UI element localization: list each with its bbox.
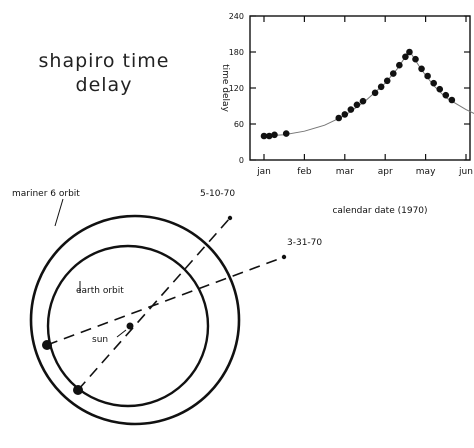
model-curve [263, 49, 474, 137]
y-axis-ticks: 0 60 120 180 240 [229, 12, 470, 165]
data-point [260, 132, 268, 140]
x-tick-label: jun [458, 167, 473, 177]
data-point [359, 97, 367, 105]
data-point [424, 72, 431, 80]
date-label-5-10-70: 5-10-70 [200, 189, 235, 199]
data-point [418, 65, 425, 73]
data-point [341, 111, 349, 118]
sightline-3-31-70 [46, 256, 285, 346]
data-point [448, 96, 456, 104]
data-point [347, 106, 355, 113]
data-point [265, 132, 273, 140]
mariner-position-5-10-70 [227, 215, 233, 221]
data-point [353, 101, 361, 109]
date-label-3-31-70: 3-31-70 [287, 238, 322, 248]
mariner-orbit-circle [29, 214, 241, 426]
data-point [396, 61, 403, 69]
x-tick-label: mar [336, 167, 354, 177]
x-tick-label: apr [378, 167, 393, 177]
x-axis-ticks: jan feb mar apr may jun [256, 16, 473, 177]
earth-orbit-circle [46, 244, 210, 408]
data-point [371, 89, 379, 97]
orbit-diagram: mariner 6 orbit 5-10-70 3-31-70 earth or… [12, 189, 322, 426]
y-tick-label: 120 [229, 84, 244, 93]
data-point [406, 48, 413, 56]
earth-position-5-10-70 [73, 385, 83, 395]
data-point [377, 83, 385, 91]
y-tick-label: 60 [234, 120, 244, 129]
sightline-5-10-70 [77, 217, 231, 391]
data-point [389, 70, 397, 77]
x-axis-label: calendar date (1970) [332, 206, 427, 216]
x-tick-label: feb [297, 167, 312, 177]
x-tick-label: may [416, 167, 436, 177]
title-line-1: shapiro time [38, 50, 170, 72]
data-point [335, 114, 343, 122]
data-point [402, 53, 409, 61]
mariner-orbit-label: mariner 6 orbit [12, 189, 80, 199]
earth-position-3-31-70 [42, 340, 52, 350]
data-point [430, 79, 437, 87]
data-point [436, 85, 444, 93]
data-point [412, 55, 419, 63]
earth-orbit-label: earth orbit [76, 286, 124, 296]
data-points [260, 48, 456, 140]
y-tick-label: 0 [239, 156, 244, 165]
sun-marker [126, 322, 134, 330]
title-line-2: delay [75, 74, 133, 96]
y-axis-label: time delay [220, 64, 230, 112]
sun-pointer [116, 329, 127, 338]
x-tick-label: jan [256, 167, 271, 177]
sun-label: sun [92, 335, 108, 345]
data-point [383, 77, 391, 85]
y-tick-label: 240 [229, 12, 244, 21]
data-point [442, 91, 450, 99]
data-point [271, 131, 278, 139]
mariner-position-3-31-70 [281, 254, 287, 260]
y-tick-label: 180 [229, 48, 244, 57]
data-point [282, 130, 290, 137]
mariner-orbit-pointer [54, 198, 64, 227]
time-delay-chart: 0 60 120 180 240 jan feb mar apr may jun time del… [220, 12, 474, 216]
